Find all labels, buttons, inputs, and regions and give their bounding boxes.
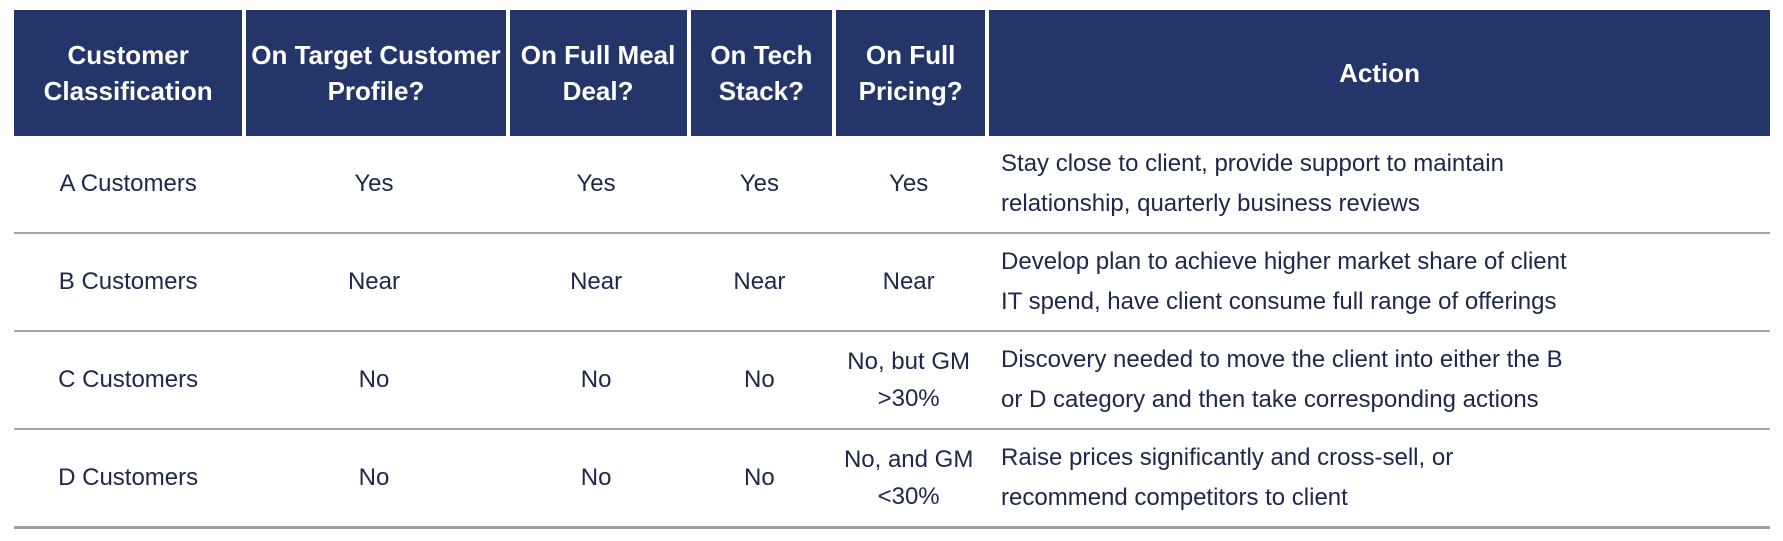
cell-action: Discovery needed to move the client into… bbox=[985, 330, 1770, 428]
header-action: Action bbox=[985, 10, 1770, 136]
action-text-line: recommend competitors to client bbox=[1001, 484, 1348, 511]
action-text-line: Raise prices significantly and cross-sel… bbox=[1001, 444, 1454, 471]
table-header-row: Customer Classification On Target Custom… bbox=[14, 10, 1770, 136]
header-on-full-pricing: On Full Pricing? bbox=[832, 10, 986, 136]
cell-tech-stack: Yes bbox=[686, 136, 833, 232]
cell-classification: D Customers bbox=[14, 428, 243, 529]
header-on-full-meal-deal: On Full Meal Deal? bbox=[505, 10, 687, 136]
table-row-b-customers: B Customers Near Near Near Near Develop … bbox=[14, 232, 1770, 330]
table-row-a-customers: A Customers Yes Yes Yes Yes Stay close t… bbox=[14, 136, 1770, 232]
cell-tech-stack: No bbox=[686, 428, 833, 529]
header-customer-classification: Customer Classification bbox=[14, 10, 243, 136]
header-on-target-customer-profile: On Target Customer Profile? bbox=[242, 10, 506, 136]
cell-pricing: Yes bbox=[832, 136, 986, 232]
header-on-tech-stack: On Tech Stack? bbox=[686, 10, 833, 136]
customer-classification-table-container: Customer Classification On Target Custom… bbox=[14, 10, 1770, 529]
cell-pricing: No, but GM >30% bbox=[832, 330, 986, 428]
action-text-line: Develop plan to achieve higher market sh… bbox=[1001, 248, 1567, 275]
cell-meal-deal: No bbox=[505, 428, 687, 529]
cell-action: Raise prices significantly and cross-sel… bbox=[985, 428, 1770, 529]
table-row-c-customers: C Customers No No No No, but GM >30% Dis… bbox=[14, 330, 1770, 428]
action-text-line: IT spend, have client consume full range… bbox=[1001, 288, 1557, 315]
cell-meal-deal: Near bbox=[505, 232, 687, 330]
cell-target-profile: No bbox=[242, 428, 506, 529]
cell-action: Develop plan to achieve higher market sh… bbox=[985, 232, 1770, 330]
table-row-d-customers: D Customers No No No No, and GM <30% Rai… bbox=[14, 428, 1770, 529]
cell-target-profile: No bbox=[242, 330, 506, 428]
action-text-line: Stay close to client, provide support to… bbox=[1001, 150, 1504, 177]
cell-meal-deal: No bbox=[505, 330, 687, 428]
cell-pricing: No, and GM <30% bbox=[832, 428, 986, 529]
action-text-line: Discovery needed to move the client into… bbox=[1001, 346, 1563, 373]
cell-tech-stack: Near bbox=[686, 232, 833, 330]
action-text-line: relationship, quarterly business reviews bbox=[1001, 190, 1420, 217]
cell-classification: C Customers bbox=[14, 330, 243, 428]
cell-tech-stack: No bbox=[686, 330, 833, 428]
cell-pricing: Near bbox=[832, 232, 986, 330]
action-text-line: or D category and then take correspondin… bbox=[1001, 386, 1539, 413]
cell-target-profile: Yes bbox=[242, 136, 506, 232]
cell-meal-deal: Yes bbox=[505, 136, 687, 232]
cell-target-profile: Near bbox=[242, 232, 506, 330]
cell-action: Stay close to client, provide support to… bbox=[985, 136, 1770, 232]
cell-classification: A Customers bbox=[14, 136, 243, 232]
customer-classification-table: Customer Classification On Target Custom… bbox=[14, 10, 1770, 529]
cell-classification: B Customers bbox=[14, 232, 243, 330]
